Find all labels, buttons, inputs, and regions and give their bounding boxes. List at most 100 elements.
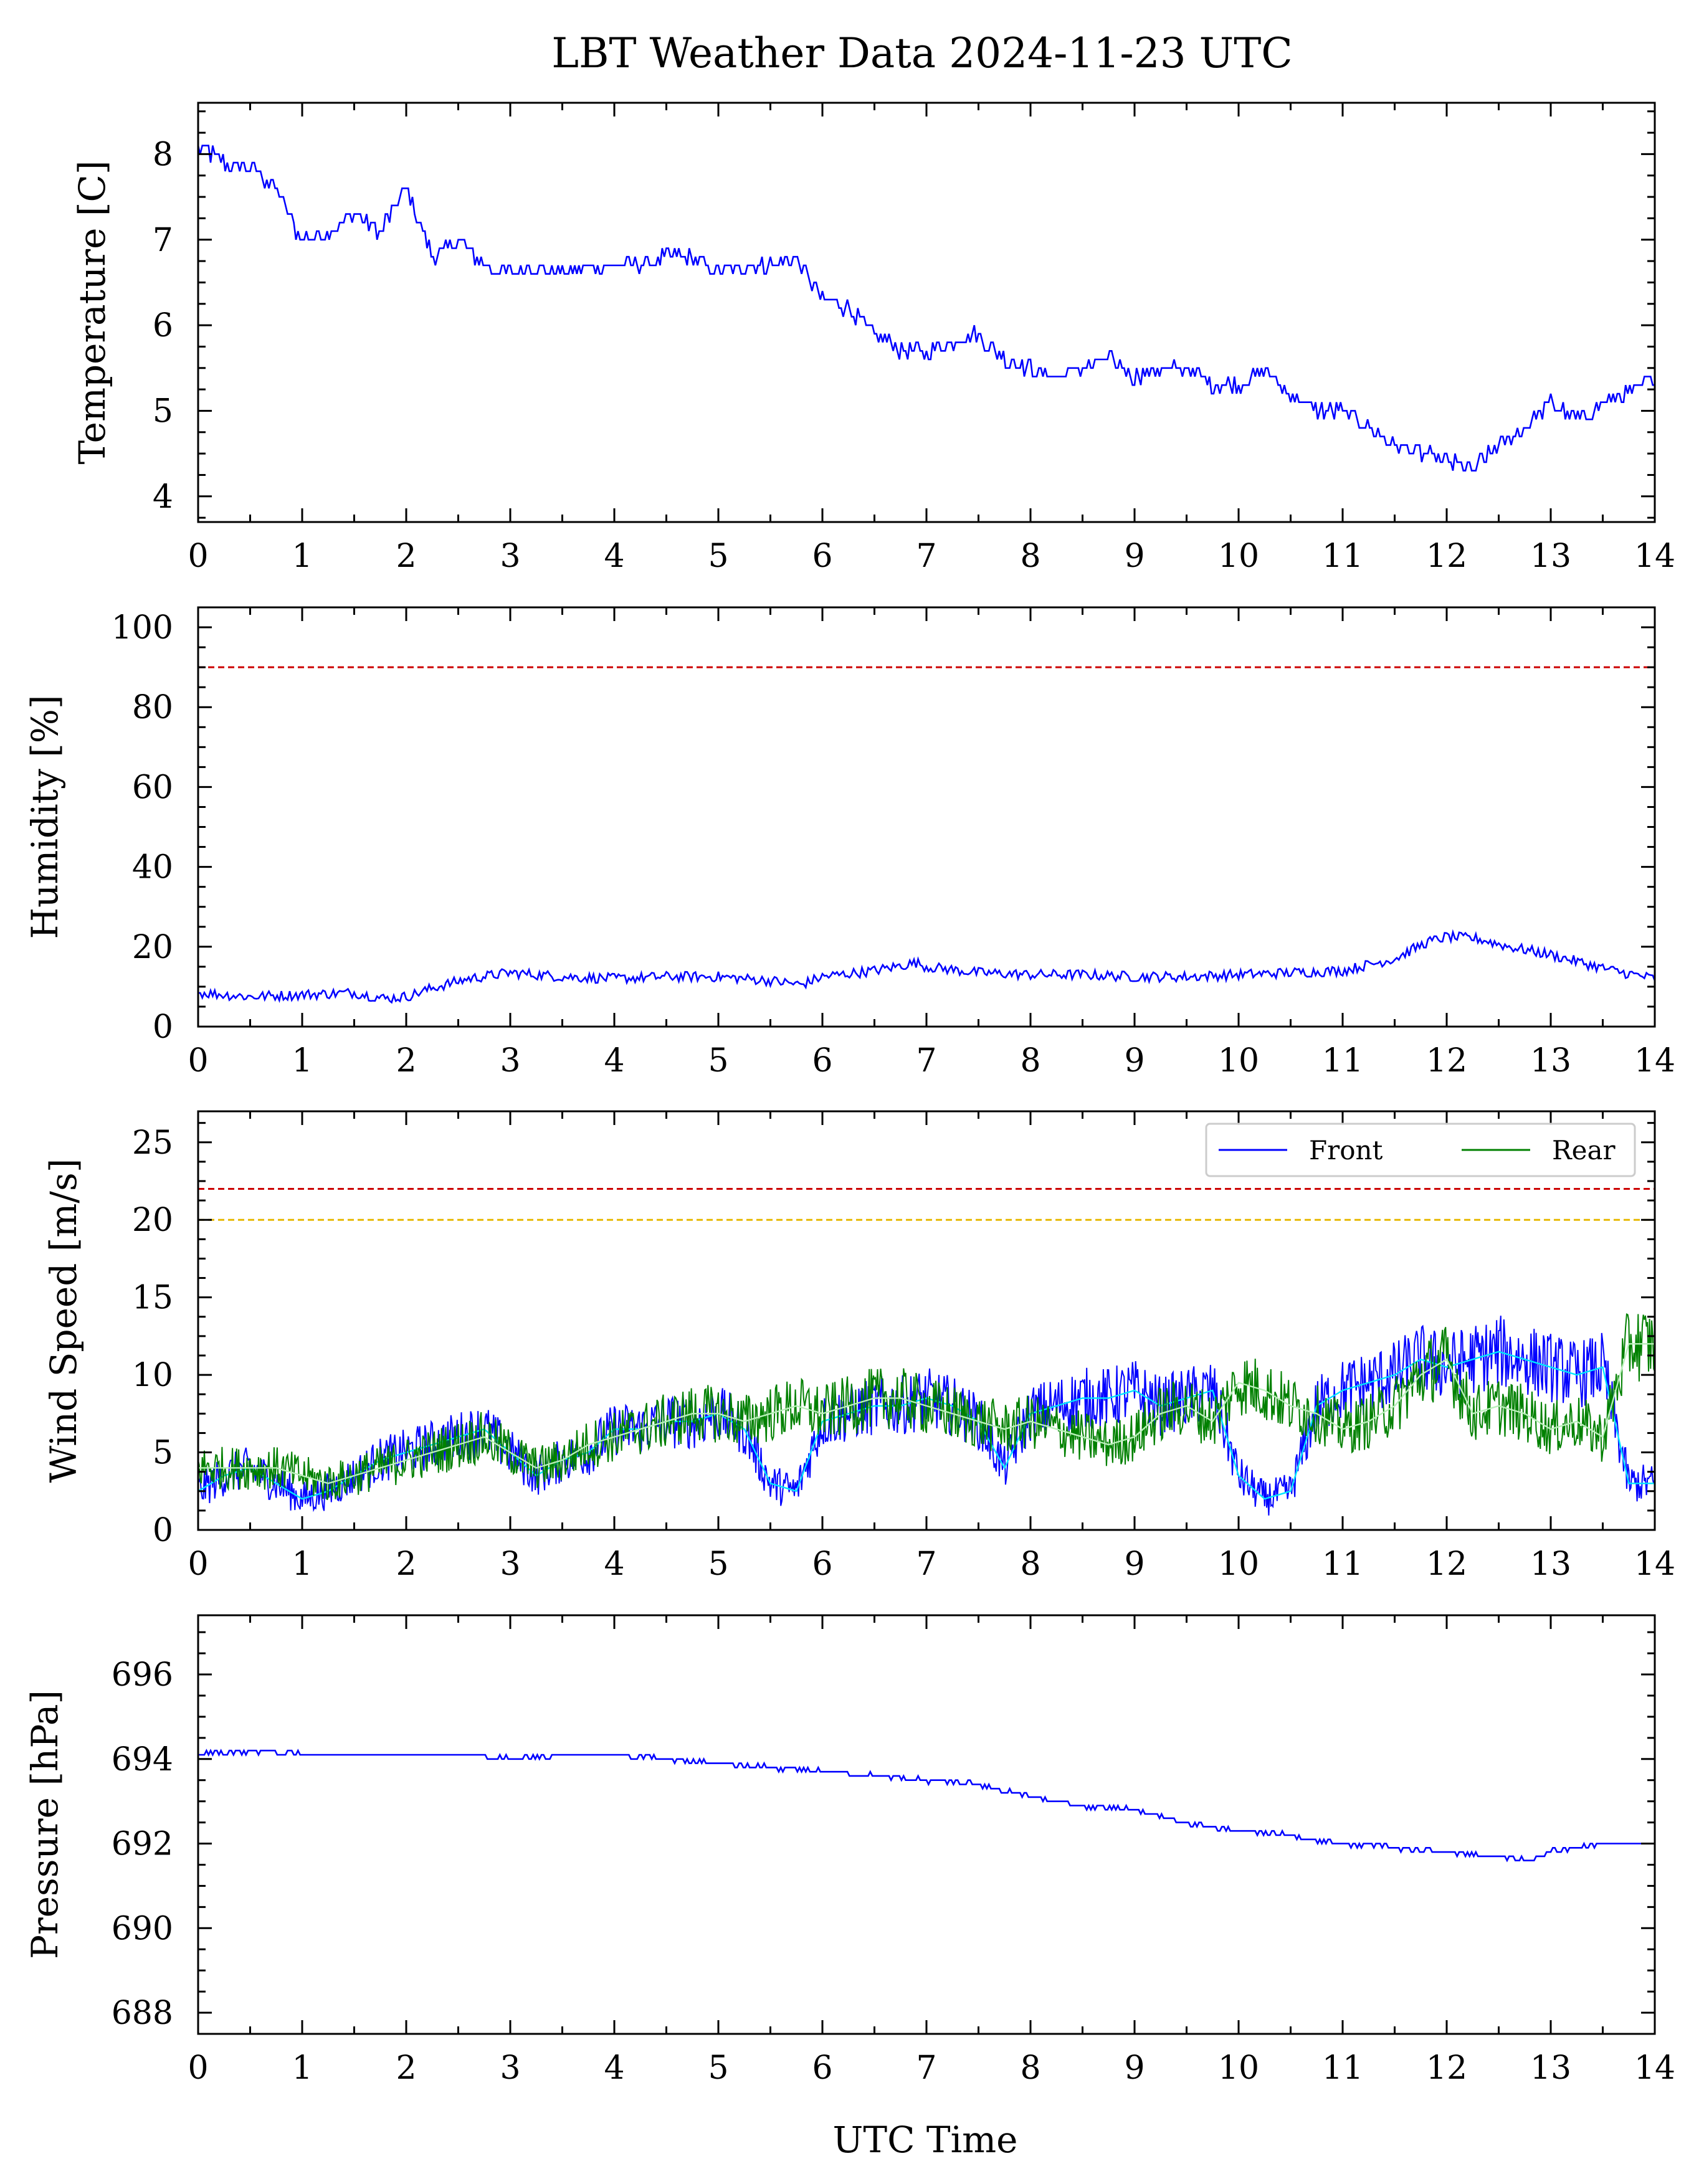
average-line-rear xyxy=(198,1343,1655,1484)
x-tick-label: 0 xyxy=(188,1042,208,1080)
x-tick-label: 1 xyxy=(292,2049,312,2087)
x-tick-label: 11 xyxy=(1322,1545,1363,1583)
x-tick-label: 12 xyxy=(1426,1042,1467,1080)
x-tick-label: 13 xyxy=(1530,538,1571,575)
x-tick-label: 6 xyxy=(812,538,832,575)
plot-frame xyxy=(197,1614,1656,2035)
x-tick-label: 0 xyxy=(188,1545,208,1583)
x-tick-label: 12 xyxy=(1426,1545,1467,1583)
x-tick-label: 8 xyxy=(1020,1545,1040,1583)
x-tick-label: 7 xyxy=(916,1042,936,1080)
x-tick-label: 3 xyxy=(500,538,520,575)
x-tick-label: 5 xyxy=(708,1042,728,1080)
x-tick-label: 4 xyxy=(604,538,624,575)
series-line-rear xyxy=(198,1313,1655,1501)
x-tick-label: 13 xyxy=(1530,1545,1571,1583)
y-tick-label: 100 xyxy=(112,609,173,647)
x-tick-label: 1 xyxy=(292,1545,312,1583)
y-tick-label: 4 xyxy=(153,478,173,516)
series-line-humidity xyxy=(198,929,1655,1004)
y-tick-label: 60 xyxy=(132,769,173,806)
y-tick-label: 15 xyxy=(132,1280,173,1317)
x-tick-label: 9 xyxy=(1124,1042,1145,1080)
x-tick-label: 4 xyxy=(604,2049,624,2087)
y-tick-label: 20 xyxy=(132,1202,173,1239)
x-tick-label: 8 xyxy=(1020,2049,1040,2087)
x-tick-label: 10 xyxy=(1218,1042,1259,1080)
x-tick-label: 10 xyxy=(1218,538,1259,575)
x-tick-label: 0 xyxy=(188,2049,208,2087)
x-tick-label: 2 xyxy=(396,1042,416,1080)
x-tick-label: 5 xyxy=(708,1545,728,1583)
x-tick-label: 11 xyxy=(1322,538,1363,575)
x-tick-label: 4 xyxy=(604,1545,624,1583)
x-tick-label: 7 xyxy=(916,1545,936,1583)
x-tick-label: 6 xyxy=(812,2049,832,2087)
x-tick-label: 14 xyxy=(1634,538,1675,575)
x-tick-label: 13 xyxy=(1530,2049,1571,2087)
x-tick-label: 8 xyxy=(1020,1042,1040,1080)
y-tick-label: 10 xyxy=(132,1357,173,1394)
panel-humidity: 0 1 2 3 4 5 6 7 8 9 10 11 12 13 14020406080100Humidity… xyxy=(24,606,1675,1080)
x-tick-label: 14 xyxy=(1634,2049,1675,2087)
series-group xyxy=(198,1313,1655,1516)
y-tick-label: 80 xyxy=(132,689,173,726)
y-tick-label: 0 xyxy=(153,1512,173,1549)
x-tick-label: 6 xyxy=(812,1042,832,1080)
y-axis-title-temperature: Temperature [C] xyxy=(71,160,113,464)
x-tick-label: 3 xyxy=(500,1042,520,1080)
legend: Front Rear xyxy=(1205,1123,1636,1177)
x-tick-label: 7 xyxy=(916,538,936,575)
y-tick-label: 5 xyxy=(153,392,173,430)
y-tick-label: 8 xyxy=(153,136,173,173)
x-tick-label: 10 xyxy=(1218,1545,1259,1583)
y-tick-label: 696 xyxy=(112,1656,173,1694)
y-axis-title-humidity: Humidity [%] xyxy=(24,695,66,939)
legend-box xyxy=(1205,1123,1636,1177)
x-tick-label: 9 xyxy=(1124,2049,1145,2087)
x-tick-label: 0 xyxy=(188,538,208,575)
x-tick-label: 5 xyxy=(708,538,728,575)
x-tick-label: 14 xyxy=(1634,1042,1675,1080)
y-axis-title-pressure: Pressure [hPa] xyxy=(24,1690,66,1959)
x-tick-label: 14 xyxy=(1634,1545,1675,1583)
y-tick-label: 5 xyxy=(153,1435,173,1472)
x-tick-label: 11 xyxy=(1322,1042,1363,1080)
y-tick-label: 0 xyxy=(153,1009,173,1046)
x-tick-label: 9 xyxy=(1124,1545,1145,1583)
x-tick-label: 8 xyxy=(1020,538,1040,575)
y-tick-label: 25 xyxy=(132,1124,173,1162)
x-tick-label: 1 xyxy=(292,1042,312,1080)
x-tick-label: 10 xyxy=(1218,2049,1259,2087)
y-tick-label: 6 xyxy=(153,307,173,344)
legend-label-rear: Rear xyxy=(1552,1135,1616,1166)
legend-label-front: Front xyxy=(1309,1135,1383,1166)
plot-frame xyxy=(197,606,1656,1028)
y-tick-label: 688 xyxy=(112,1995,173,2032)
series-line-temperature xyxy=(198,145,1655,472)
x-tick-label: 2 xyxy=(396,538,416,575)
x-axis-title: UTC Time xyxy=(833,2119,1018,2161)
y-tick-label: 692 xyxy=(112,1826,173,1863)
x-tick-label: 11 xyxy=(1322,2049,1363,2087)
x-tick-label: 3 xyxy=(500,1545,520,1583)
y-tick-label: 7 xyxy=(153,222,173,259)
y-tick-label: 690 xyxy=(112,1910,173,1947)
x-tick-label: 2 xyxy=(396,1545,416,1583)
x-tick-label: 1 xyxy=(292,538,312,575)
y-tick-label: 40 xyxy=(132,849,173,886)
x-tick-label: 12 xyxy=(1426,538,1467,575)
x-tick-label: 3 xyxy=(500,2049,520,2087)
x-tick-label: 9 xyxy=(1124,538,1145,575)
x-tick-label: 12 xyxy=(1426,2049,1467,2087)
x-tick-label: 13 xyxy=(1530,1042,1571,1080)
y-axis-title-wind: Wind Speed [m/s] xyxy=(42,1159,85,1483)
series-group xyxy=(198,145,1655,472)
series-group xyxy=(198,1749,1655,1863)
x-tick-label: 6 xyxy=(812,1545,832,1583)
y-tick-label: 20 xyxy=(132,929,173,966)
x-tick-label: 7 xyxy=(916,2049,936,2087)
